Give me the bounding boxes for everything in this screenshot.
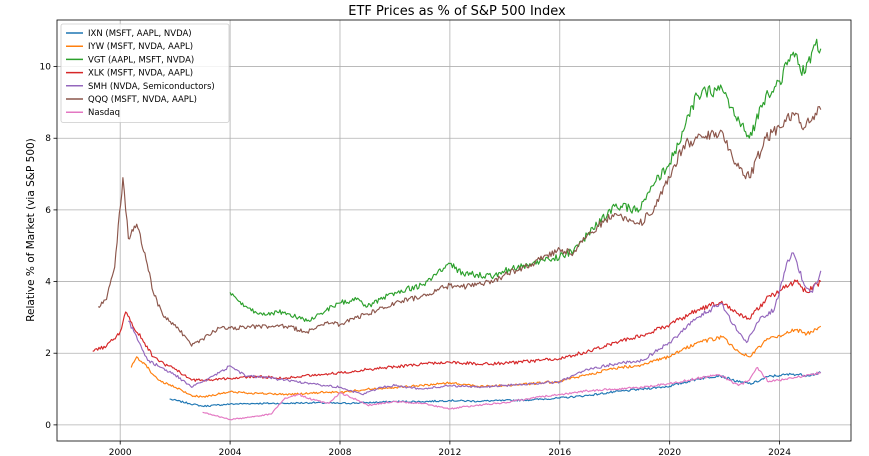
y-tick-label: 4 <box>45 278 51 288</box>
y-tick-label: 10 <box>40 63 52 73</box>
x-tick-label: 2000 <box>109 448 132 456</box>
x-tick-label: 2020 <box>658 448 681 456</box>
series-line <box>202 366 821 421</box>
plot-frame <box>56 19 852 442</box>
series-line <box>128 252 822 396</box>
x-tick-label: 2024 <box>768 448 791 456</box>
y-tick-label: 6 <box>45 206 51 216</box>
series-line <box>229 38 822 322</box>
series-line <box>97 106 822 347</box>
y-tick-label: 8 <box>45 134 51 144</box>
series-group <box>92 38 822 421</box>
legend-entry: VGT (AAPL, MSFT, NVDA) <box>88 55 194 65</box>
legend-box <box>60 23 230 123</box>
legend: IXN (MSFT, AAPL, NVDA) IYW (MSFT, NVDA, A… <box>60 23 230 123</box>
y-tick-label: 2 <box>45 349 51 359</box>
x-tick-label: 2008 <box>329 448 352 456</box>
legend-entry: IYW (MSFT, NVDA, AAPL) <box>88 42 193 52</box>
y-axis: 0 2 4 6 8 10 <box>40 63 57 431</box>
legend-entry: SMH (NVDA, Semiconductors) <box>88 82 215 92</box>
x-tick-label: 2012 <box>438 448 461 456</box>
grid <box>57 20 851 441</box>
x-tick-label: 2016 <box>548 448 571 456</box>
series-line <box>169 371 822 408</box>
legend-entry: XLK (MSFT, NVDA, AAPL) <box>88 69 193 79</box>
series-line <box>92 279 822 382</box>
x-axis: 2000 2004 2008 2012 2016 2020 2024 <box>109 441 791 456</box>
chart-title: ETF Prices as % of S&P 500 Index <box>348 4 566 19</box>
y-axis-label: Relative % of Market (via S&P 500) <box>25 138 37 322</box>
legend-entry: QQQ (MSFT, NVDA, AAPL) <box>88 95 197 105</box>
x-tick-label: 2004 <box>219 448 242 456</box>
y-tick-label: 0 <box>45 421 51 431</box>
legend-entry: IXN (MSFT, AAPL, NVDA) <box>88 29 192 39</box>
legend-entry: Nasdaq <box>88 108 120 118</box>
